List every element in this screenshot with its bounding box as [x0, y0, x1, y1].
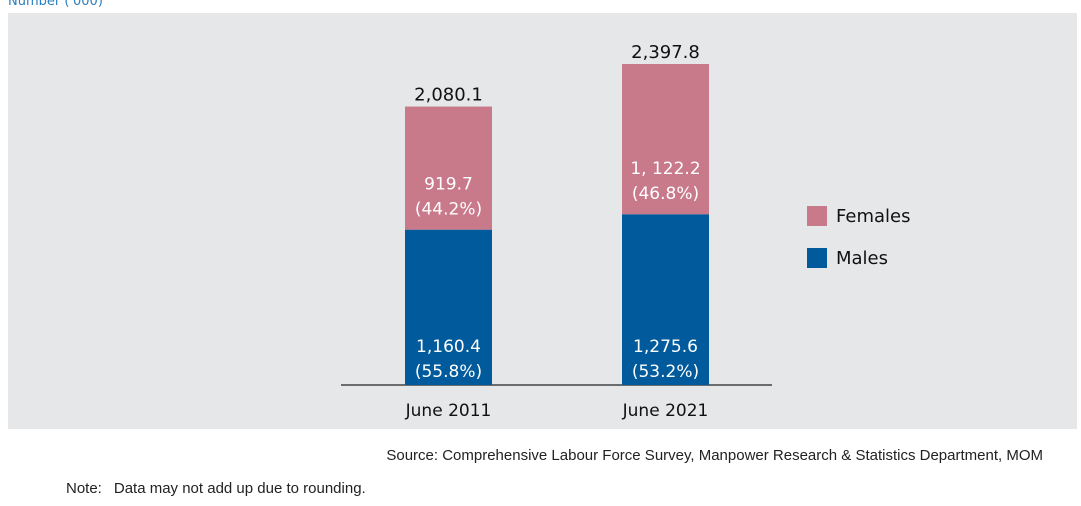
legend-swatch-females [807, 206, 827, 226]
bar-segment-males-1 [405, 229, 492, 385]
category-label-2: June 2021 [622, 401, 709, 421]
bar-total-label-1: 2,080.1 [414, 85, 483, 106]
footer [8, 429, 1077, 505]
legend-item-males: Males [807, 246, 910, 270]
source-text: Source: Comprehensive Labour Force Surve… [386, 447, 1043, 464]
category-label-1: June 2011 [405, 401, 492, 421]
legend-swatch-males [807, 248, 827, 268]
legend-label-females: Females [836, 205, 911, 227]
chart-panel: 1,160.4 (55.8%) 919.7 (44.2%) 2,080.1 June 20… [8, 13, 1077, 429]
segment-share-females-1: (44.2%) [415, 200, 482, 220]
segment-share-males-2: (53.2%) [632, 362, 699, 382]
segment-value-males-2: 1,275.6 [633, 337, 698, 357]
legend: Females Males [807, 204, 910, 288]
note-prefix: Note: [66, 480, 102, 497]
bar-segment-females-2 [622, 64, 709, 215]
unit-label: Number ('000) [8, 0, 103, 9]
note-body: Data may not add up due to rounding. [113, 480, 366, 497]
stacked-bar-chart: 1,160.4 (55.8%) 919.7 (44.2%) 2,080.1 June 20… [341, 42, 772, 421]
legend-label-males: Males [836, 247, 889, 269]
bar-total-label-2: 2,397.8 [631, 42, 700, 63]
bar-segment-males-2 [622, 214, 709, 385]
segment-value-males-1: 1,160.4 [416, 337, 481, 357]
note-text: Note: Data may not add up due to rounding… [66, 480, 366, 497]
segment-value-females-2: 1, 122.2 [630, 159, 700, 179]
segment-share-females-2: (46.8%) [632, 184, 699, 204]
legend-item-females: Females [807, 204, 910, 228]
segment-value-females-1: 919.7 [424, 175, 473, 195]
bar-segment-females-1 [405, 106, 492, 230]
segment-share-males-1: (55.8%) [415, 362, 482, 382]
